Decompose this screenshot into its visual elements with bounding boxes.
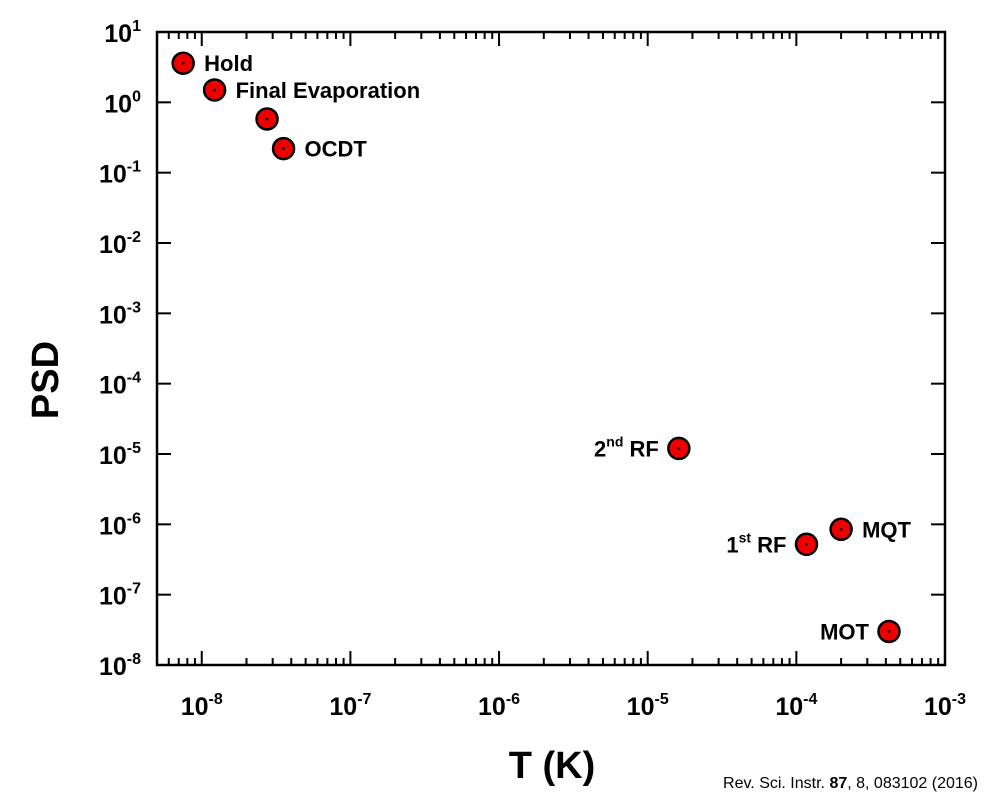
y-tick-label: 10-3 bbox=[99, 299, 141, 329]
y-tick-label: 10-8 bbox=[99, 651, 141, 681]
citation-volume: 87 bbox=[829, 775, 848, 792]
data-point-center bbox=[282, 147, 285, 150]
y-tick-label: 10-1 bbox=[99, 159, 141, 189]
x-tick-label: 10-6 bbox=[478, 691, 520, 721]
data-point-center bbox=[839, 527, 843, 531]
point-label: OCDT bbox=[305, 137, 368, 162]
y-tick-label: 10-4 bbox=[99, 370, 141, 400]
data-point-center bbox=[181, 61, 185, 65]
y-tick-label: 10-6 bbox=[99, 510, 141, 540]
y-tick-label: 101 bbox=[104, 18, 141, 48]
point-label: 2nd RF bbox=[594, 433, 659, 461]
data-points bbox=[171, 51, 901, 644]
citation-rest: , 8, 083102 (2016) bbox=[847, 775, 978, 792]
citation: Rev. Sci. Instr. 87, 8, 083102 (2016) bbox=[723, 775, 978, 793]
tick-labels: 10-8 10-7 10-6 10-5 10-4 10-3 101 100 10-1 10-2 10… bbox=[99, 18, 966, 721]
y-tick-label: 10-5 bbox=[99, 440, 141, 470]
point-label: 1st RF bbox=[726, 529, 786, 557]
data-point-center bbox=[213, 88, 216, 92]
x-tick-label: 10-8 bbox=[181, 691, 223, 721]
axes bbox=[155, 30, 947, 667]
data-point-center bbox=[887, 630, 891, 633]
x-tick-label: 10-3 bbox=[924, 691, 966, 721]
plot-frame bbox=[155, 30, 947, 667]
x-tick-label: 10-4 bbox=[775, 691, 817, 721]
citation-prefix: Rev. Sci. Instr. bbox=[723, 775, 830, 792]
tick-marks bbox=[156, 31, 946, 666]
y-tick-label: 100 bbox=[104, 88, 141, 118]
point-label: MOT bbox=[820, 619, 869, 644]
point-label: MQT bbox=[862, 517, 911, 542]
point-label: Final Evaporation bbox=[236, 78, 421, 103]
y-tick-label: 10-2 bbox=[99, 229, 141, 259]
point-label: Hold bbox=[204, 51, 253, 76]
x-tick-label: 10-5 bbox=[627, 691, 669, 721]
data-point-center bbox=[265, 117, 269, 121]
data-point-center bbox=[805, 543, 808, 546]
y-tick-label: 10-7 bbox=[99, 581, 141, 611]
data-point-center bbox=[677, 447, 681, 450]
x-tick-label: 10-7 bbox=[329, 691, 371, 721]
x-axis-title: T (K) bbox=[509, 745, 596, 787]
y-axis-title: PSD bbox=[25, 341, 67, 419]
